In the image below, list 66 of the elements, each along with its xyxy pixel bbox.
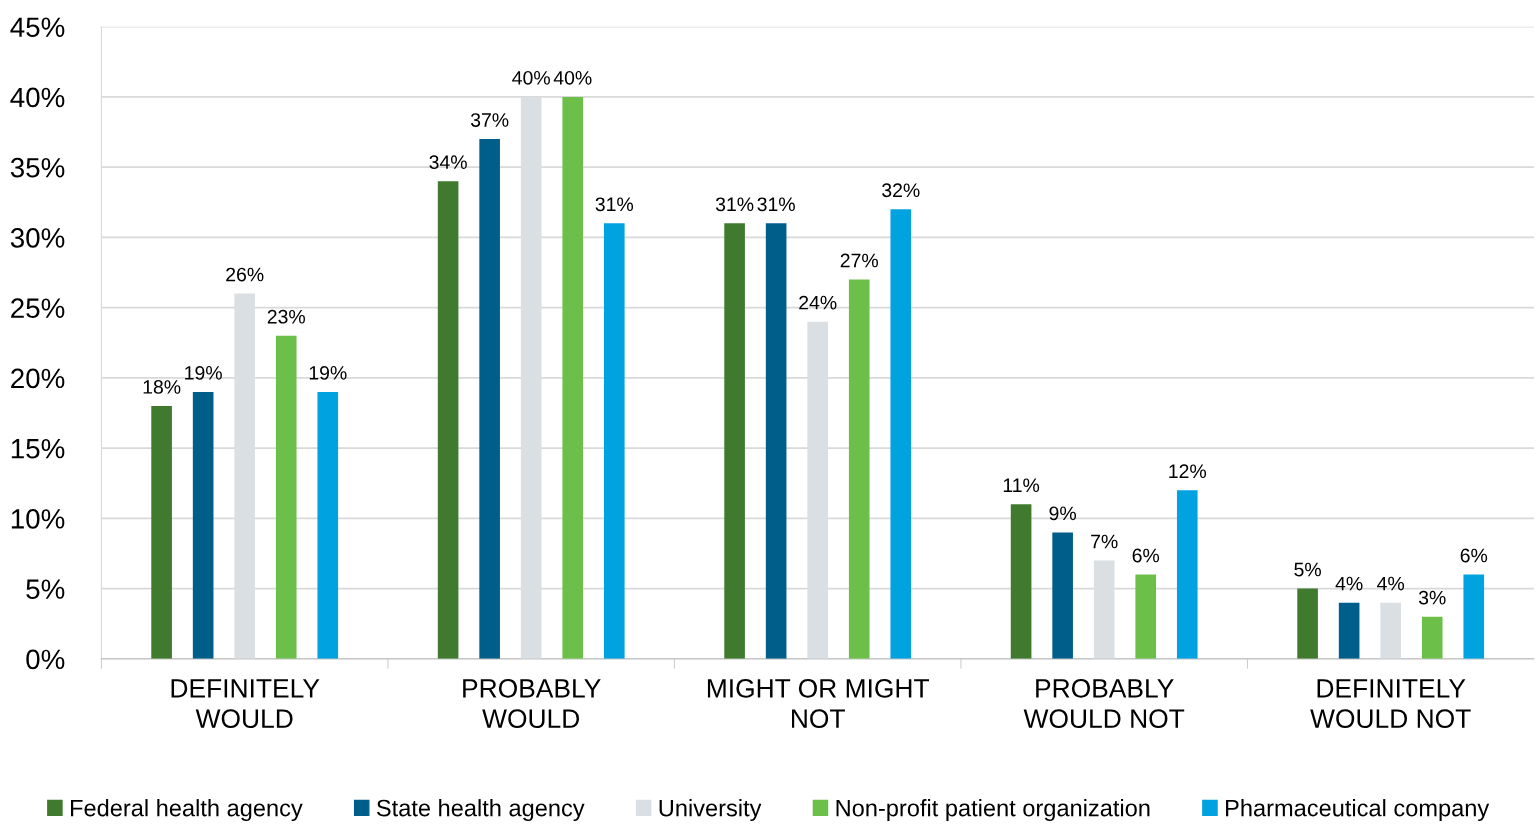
data-label: 31% — [595, 197, 634, 212]
bar — [317, 391, 339, 659]
legend-label: Non-profit patient organization — [836, 799, 1150, 822]
bar — [1297, 588, 1318, 659]
bar — [1380, 602, 1401, 659]
data-label: 40% — [553, 70, 592, 85]
bar — [151, 405, 172, 659]
data-label: 18% — [143, 380, 181, 394]
x-tick-label: DEFINITELY WOULD — [171, 679, 320, 729]
bar — [765, 223, 787, 659]
y-tick-label: 10% — [11, 509, 65, 529]
data-label: 6% — [1460, 548, 1488, 563]
x-tick-label: PROBABLY WOULD — [463, 679, 601, 729]
bar — [848, 279, 870, 659]
y-tick-label: 20% — [11, 368, 65, 389]
data-label: 3% — [1418, 590, 1446, 605]
data-label: 19% — [185, 366, 222, 380]
y-tick-label: 30% — [10, 228, 65, 248]
data-label: 26% — [226, 267, 264, 282]
bar — [1135, 574, 1157, 659]
data-label: 19% — [309, 366, 347, 380]
data-label: 31% — [715, 197, 754, 212]
data-label: 5% — [1294, 562, 1321, 577]
bar — [192, 391, 214, 659]
bar — [1052, 532, 1073, 659]
data-label: 12% — [1169, 464, 1207, 479]
y-tick-label: 15% — [11, 438, 65, 459]
legend-label: University — [659, 799, 762, 822]
data-label: 4% — [1377, 576, 1405, 591]
data-label: 4% — [1335, 576, 1363, 591]
bar — [890, 209, 912, 659]
x-tick-label: DEFINITELY WOULD NOT — [1310, 679, 1471, 729]
y-tick-label: 0% — [26, 649, 65, 670]
bar — [275, 335, 297, 659]
data-label: 34% — [429, 155, 467, 170]
data-label: 31% — [757, 197, 795, 212]
y-tick-label: 35% — [10, 157, 65, 178]
bar — [1338, 602, 1360, 659]
data-label: 23% — [267, 309, 305, 324]
bar — [724, 223, 745, 659]
x-tick-label: MIGHT OR MIGHT NOT — [707, 679, 929, 729]
data-label: 37% — [470, 113, 509, 127]
bar — [1010, 504, 1032, 659]
y-tick-label: 40% — [10, 87, 65, 108]
bar — [479, 139, 500, 659]
data-label: 11% — [1003, 478, 1040, 493]
y-tick-label: 45% — [10, 17, 65, 38]
bar — [1176, 490, 1198, 659]
y-tick-label: 25% — [11, 298, 65, 318]
data-label: 9% — [1049, 506, 1076, 521]
legend-label: Pharmaceutical company — [1226, 799, 1490, 822]
data-label: 40% — [512, 70, 550, 85]
x-tick-label: PROBABLY WOULD NOT — [1023, 679, 1185, 729]
data-label: 7% — [1091, 534, 1118, 549]
bar — [1421, 616, 1443, 659]
bar — [1463, 574, 1485, 659]
legend-label: State health agency — [376, 799, 585, 822]
data-label: 32% — [882, 183, 920, 198]
legend-label: Federal health agency — [71, 799, 303, 822]
bar — [562, 96, 584, 659]
bar — [603, 223, 625, 659]
data-label: 27% — [840, 253, 878, 268]
y-tick-label: 5% — [26, 579, 65, 599]
data-label: 24% — [799, 295, 837, 310]
data-label: 6% — [1132, 548, 1160, 563]
bar — [437, 181, 459, 659]
